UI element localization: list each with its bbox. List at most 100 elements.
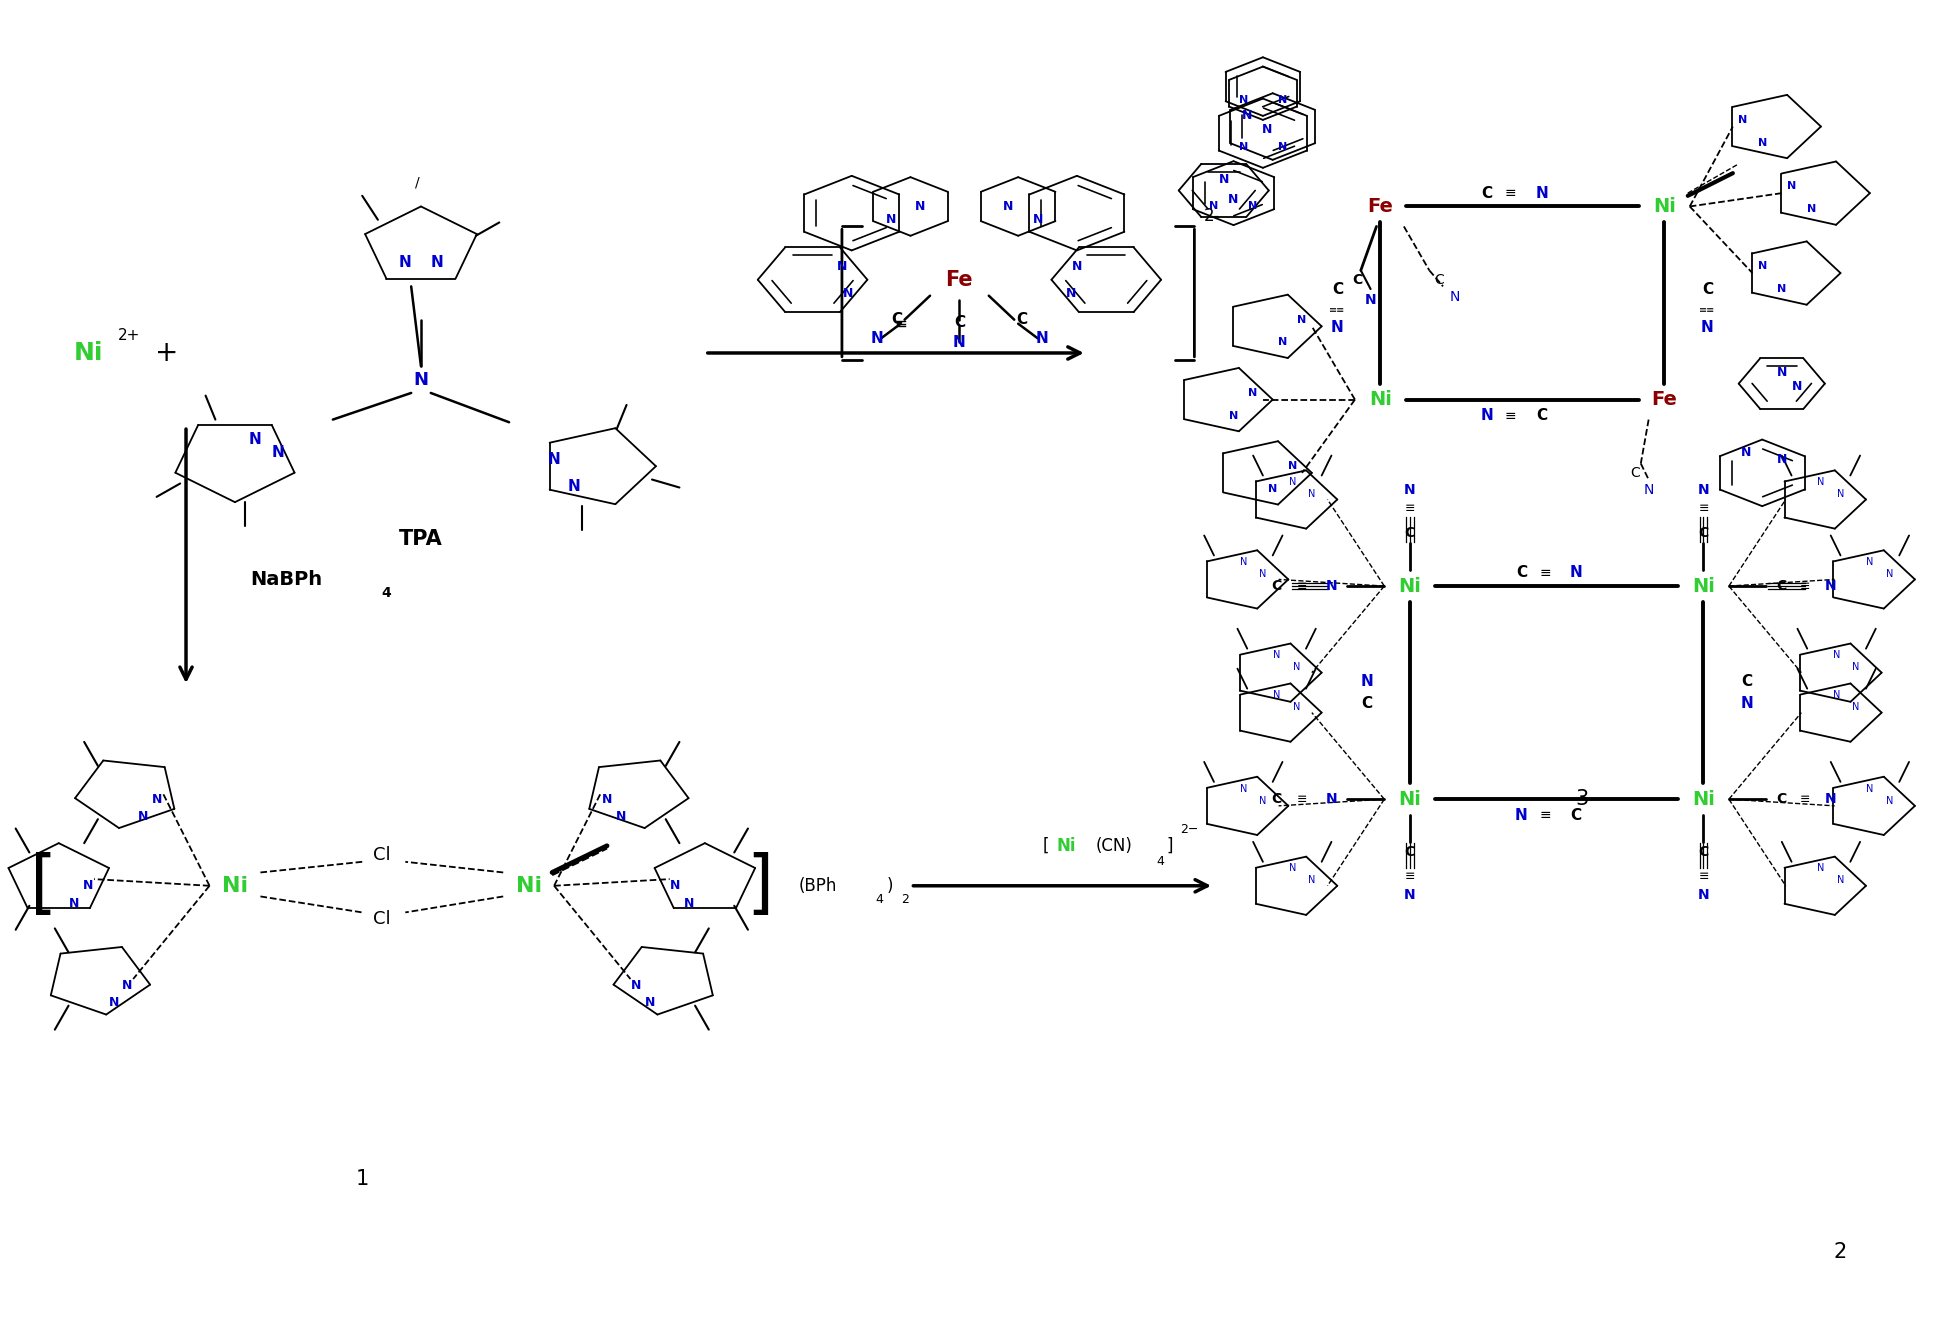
Text: N: N [1297,314,1305,325]
Text: N: N [1260,123,1272,136]
Text: TPA: TPA [399,529,442,550]
Text: N: N [1241,109,1252,123]
Text: ≡: ≡ [1697,870,1708,883]
Text: 4: 4 [382,586,391,599]
Text: C: C [1360,695,1372,711]
Text: N: N [1642,484,1654,497]
Text: ≡: ≡ [1697,502,1708,515]
Text: ]: ] [746,852,773,919]
Text: ≡≡: ≡≡ [1699,305,1714,314]
Text: N: N [249,432,260,448]
Text: N: N [1278,141,1286,152]
Text: C: C [1270,793,1282,806]
Text: C: C [1775,793,1787,806]
Text: C: C [1515,565,1526,581]
Text: Ni: Ni [1691,577,1714,595]
Text: N: N [1740,695,1752,711]
Text: N: N [1757,137,1765,148]
Text: N: N [1288,477,1296,488]
Text: N: N [1031,213,1043,226]
Text: C: C [1331,282,1343,297]
Text: N: N [1288,461,1296,472]
Text: N: N [1360,674,1372,690]
Text: N: N [1757,261,1765,272]
Text: C: C [1701,282,1712,297]
Text: N: N [1570,565,1581,581]
Text: N: N [1697,484,1708,497]
Text: N: N [1268,484,1276,494]
Text: N: N [1272,690,1280,701]
Text: Ni: Ni [221,875,249,896]
Text: N: N [630,979,642,992]
Text: N: N [1832,650,1840,661]
Text: 3: 3 [1575,789,1587,810]
Text: Fe: Fe [1366,197,1393,216]
Text: N: N [108,996,119,1010]
Text: ≡≡: ≡≡ [1329,305,1344,314]
Text: Fe: Fe [1650,390,1677,409]
Text: (BPh: (BPh [798,876,838,895]
Text: N: N [121,979,133,992]
Text: N: N [1065,286,1076,300]
Text: N: N [1787,181,1795,192]
Text: N: N [1448,290,1460,304]
Text: N: N [1239,141,1247,152]
Text: N: N [1249,201,1256,212]
Text: C: C [1403,846,1415,859]
Text: N: N [1816,863,1824,874]
Text: N: N [1364,293,1376,306]
Text: N: N [431,254,442,270]
Text: N: N [1331,320,1343,334]
Text: N: N [1070,260,1082,273]
Text: [: [ [29,852,57,919]
Text: N: N [1816,477,1824,488]
Text: ]: ] [1166,836,1172,855]
Text: C: C [1016,312,1027,328]
Text: ≡: ≡ [1505,186,1515,200]
Text: N: N [1209,201,1217,212]
Text: N: N [1515,807,1526,823]
Text: N: N [1403,484,1415,497]
Text: N: N [1806,204,1814,214]
Text: N: N [914,200,926,213]
Text: N: N [1832,690,1840,701]
Text: 2-: 2- [1204,206,1219,225]
Text: N: N [1239,783,1247,794]
Text: N: N [1258,569,1266,579]
Text: N: N [1239,557,1247,567]
Text: N: N [1292,702,1299,713]
Text: N: N [1325,793,1337,806]
Text: C: C [1270,579,1282,593]
Text: N: N [836,260,847,273]
Text: Ni: Ni [1057,836,1074,855]
Text: C: C [1536,408,1546,424]
Text: N: N [1002,200,1014,213]
Text: N: N [1865,783,1873,794]
Text: C: C [1697,526,1708,539]
Text: ≡: ≡ [1538,566,1550,579]
Text: ≡: ≡ [1798,793,1810,806]
Text: ≡: ≡ [1798,579,1810,593]
Text: NaBPh: NaBPh [250,570,323,589]
Text: N: N [683,896,695,910]
Text: N: N [1836,875,1843,886]
Text: N: N [1229,410,1237,421]
Text: N: N [1701,320,1712,334]
Text: N: N [1836,489,1843,500]
Text: Fe: Fe [945,269,973,290]
Text: N: N [1791,380,1802,393]
Text: N: N [644,996,656,1010]
Text: N: N [399,254,411,270]
Text: N: N [137,810,149,823]
Text: N: N [82,879,94,892]
Text: 1: 1 [356,1168,368,1189]
Text: N: N [1239,95,1247,105]
Text: C: C [1434,273,1442,286]
Text: N: N [614,810,626,823]
Text: ≡: ≡ [1538,809,1550,822]
Text: N: N [1865,557,1873,567]
Text: N: N [871,330,883,346]
Text: N: N [1307,875,1315,886]
Text: C: C [1350,273,1362,286]
Text: 2: 2 [1834,1241,1845,1263]
